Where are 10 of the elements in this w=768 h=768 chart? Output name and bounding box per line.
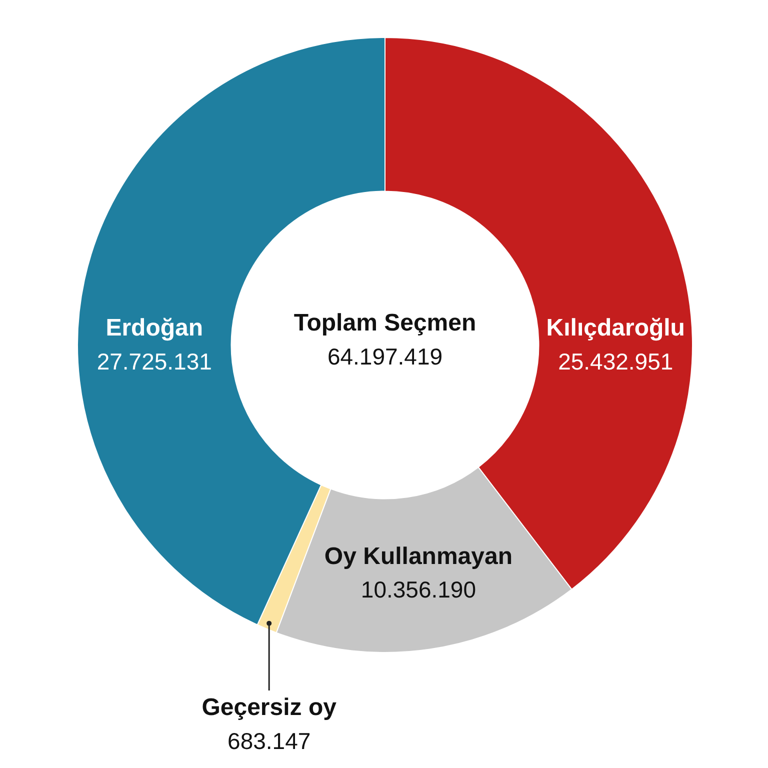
data-label: 25.432.951 <box>558 348 674 374</box>
text: Toplam Seçmen <box>294 310 476 337</box>
slice-label: Kılıçdaroğlu <box>546 314 685 342</box>
data-label: 683.147 <box>228 728 311 754</box>
data-label: 10.356.190 <box>360 576 476 603</box>
slice-label: Geçersiz oy <box>202 694 338 722</box>
data-label: 27.725.131 <box>96 348 212 374</box>
text: 64.197.419 <box>327 343 443 370</box>
slice-label: Oy Kullanmayan <box>324 542 512 570</box>
slice-label: Erdoğan <box>106 314 204 342</box>
